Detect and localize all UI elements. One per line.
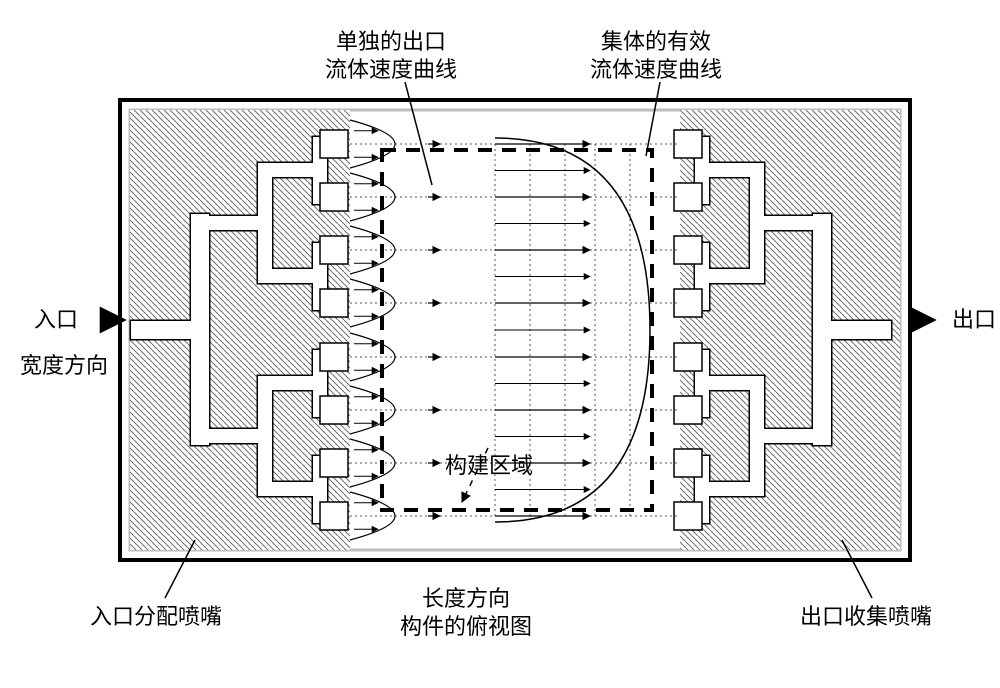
label-inlet-noz: 入口分配喷嘴: [90, 603, 222, 631]
label-width-dir: 宽度方向: [20, 352, 108, 380]
label-outlet-noz: 出口收集喷嘴: [800, 603, 932, 631]
label-outlet: 出口: [952, 306, 996, 334]
label-inlet: 入口: [34, 306, 78, 334]
label-top-right: 集体的有效流体速度曲线: [590, 28, 722, 83]
diagram-root: 单独的出口流体速度曲线 集体的有效流体速度曲线 入口 宽度方向 出口 构建区域 …: [20, 20, 1000, 668]
diagram-svg: [20, 20, 1000, 668]
label-top-left: 单独的出口流体速度曲线: [325, 28, 457, 83]
label-build: 构建区域: [445, 452, 533, 480]
label-length-dir: 长度方向构件的俯视图: [400, 585, 532, 640]
